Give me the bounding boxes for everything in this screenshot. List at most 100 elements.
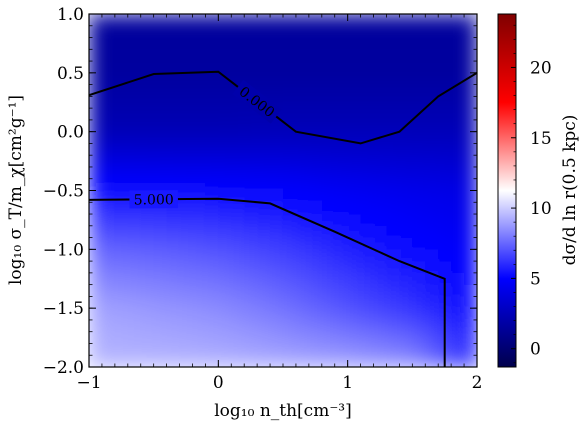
- heatmap-cell: [127, 178, 142, 192]
- heatmap-cell: [192, 343, 206, 356]
- y-tick-label: 0.0: [57, 123, 84, 143]
- heatmap-cell: [295, 225, 310, 239]
- heatmap-cell: [321, 355, 336, 367]
- heatmap-cell: [192, 37, 206, 50]
- heatmap-cell: [101, 343, 116, 356]
- heatmap-cell: [127, 343, 142, 356]
- heatmap-cell: [334, 37, 349, 50]
- heatmap-cell: [451, 214, 465, 227]
- heatmap-cell: [464, 319, 477, 333]
- heatmap-cell: [114, 296, 129, 309]
- heatmap-cell: [192, 96, 206, 109]
- heatmap-cell: [89, 190, 103, 203]
- heatmap-cell: [89, 308, 103, 321]
- x-tick-label: 1: [342, 373, 353, 393]
- heatmap-cell: [438, 225, 452, 239]
- heatmap-cell: [244, 308, 258, 321]
- heatmap-cell: [360, 61, 375, 74]
- heatmap-cell: [451, 108, 465, 121]
- heatmap-cell: [231, 237, 245, 250]
- heatmap-cell: [257, 343, 271, 356]
- heatmap-cell: [192, 72, 206, 86]
- heatmap-cell: [114, 178, 129, 192]
- heatmap-cell: [386, 343, 400, 356]
- heatmap-cell: [283, 61, 297, 74]
- heatmap-cell: [399, 96, 413, 109]
- heatmap-cell: [464, 343, 477, 356]
- heatmap-cell: [89, 355, 103, 367]
- heatmap-cell: [192, 214, 206, 227]
- heatmap-cell: [438, 37, 452, 50]
- heatmap-cell: [270, 119, 284, 133]
- heatmap-cell: [283, 72, 297, 86]
- heatmap-cell: [231, 49, 245, 62]
- heatmap-cell: [192, 319, 206, 333]
- heatmap-cell: [89, 249, 103, 262]
- heatmap-cell: [205, 237, 219, 250]
- heatmap-cell: [386, 214, 400, 227]
- heatmap-cell: [308, 25, 323, 39]
- heatmap-cell: [218, 49, 232, 62]
- heatmap-cell: [283, 214, 297, 227]
- heatmap-cell: [231, 72, 245, 86]
- heatmap-cell: [464, 272, 477, 286]
- heatmap-cell: [244, 155, 258, 168]
- heatmap-cell: [321, 49, 336, 62]
- heatmap-cell: [321, 296, 336, 309]
- heatmap-cell: [244, 237, 258, 250]
- x-axis: −1 0 1 2: [76, 14, 482, 393]
- heatmap-cell: [308, 261, 323, 274]
- heatmap-cell: [101, 190, 116, 203]
- heatmap-cell: [205, 143, 219, 156]
- heatmap-cell: [127, 108, 142, 121]
- heatmap-cell: [308, 72, 323, 86]
- heatmap-cell: [438, 25, 452, 39]
- heatmap-cell: [179, 119, 194, 133]
- heatmap-cell: [412, 166, 426, 180]
- heatmap-cell: [231, 178, 245, 192]
- heatmap-cell: [386, 202, 400, 215]
- heatmap-cell: [205, 202, 219, 215]
- heatmap-cell: [308, 272, 323, 286]
- heatmap-cell: [399, 178, 413, 192]
- heatmap-cell: [321, 343, 336, 356]
- heatmap-cell: [308, 249, 323, 262]
- heatmap-cell: [308, 178, 323, 192]
- heatmap-cell: [140, 214, 155, 227]
- heatmap-cell: [451, 308, 465, 321]
- heatmap-cell: [399, 131, 413, 145]
- heatmap-cell: [360, 178, 375, 192]
- heatmap-cell: [179, 49, 194, 62]
- heatmap-cell: [153, 25, 168, 39]
- heatmap-cell: [166, 155, 181, 168]
- heatmap-cell: [373, 319, 388, 333]
- heatmap-cell: [205, 72, 219, 86]
- heatmap-cell: [153, 108, 168, 121]
- heatmap-cell: [257, 225, 271, 239]
- heatmap-cell: [399, 355, 413, 367]
- heatmap-cell: [153, 131, 168, 145]
- heatmap-cell: [205, 272, 219, 286]
- heatmap-cell: [360, 96, 375, 109]
- heatmap-cell: [179, 284, 194, 297]
- heatmap-cell: [114, 84, 129, 97]
- heatmap-cell: [373, 178, 388, 192]
- heatmap-cell: [412, 284, 426, 297]
- heatmap-cell: [218, 343, 232, 356]
- heatmap-cell: [231, 272, 245, 286]
- heatmap-cell: [218, 84, 232, 97]
- heatmap-cell: [360, 225, 375, 239]
- heatmap-cell: [89, 261, 103, 274]
- heatmap-cell: [205, 131, 219, 145]
- heatmap-cell: [114, 25, 129, 39]
- heatmap-cell: [283, 84, 297, 97]
- x-tick-label: 0: [213, 373, 224, 393]
- heatmap-cell: [270, 190, 284, 203]
- heatmap-cell: [464, 355, 477, 367]
- heatmap-cell: [464, 37, 477, 50]
- heatmap-cell: [321, 25, 336, 39]
- heatmap-cell: [451, 284, 465, 297]
- heatmap-cell: [425, 119, 439, 133]
- heatmap-cell: [270, 261, 284, 274]
- heatmap-cell: [244, 131, 258, 145]
